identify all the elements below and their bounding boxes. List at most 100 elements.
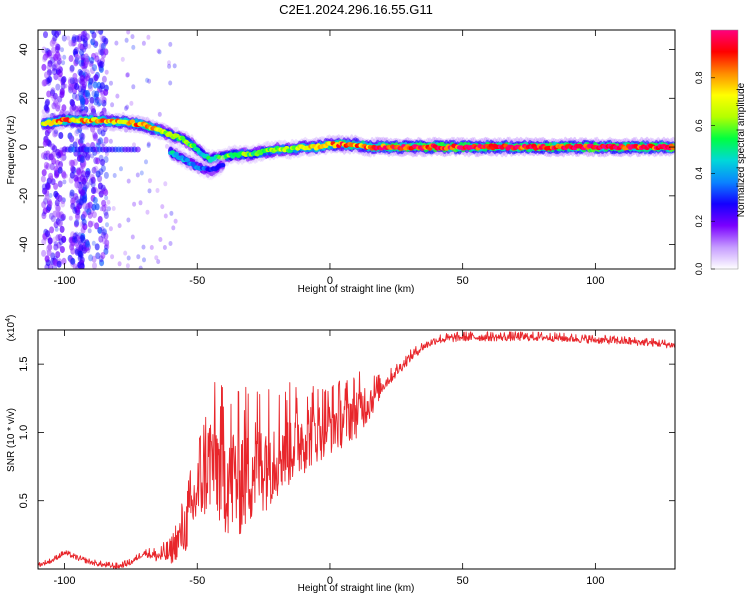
spectrogram-noise-blob <box>70 231 76 239</box>
snr-x-tick-label: 100 <box>586 575 604 587</box>
spectrogram-noise-blob <box>53 99 58 107</box>
spectrogram-noise-blob <box>168 241 173 246</box>
spectrogram-noise-blob <box>92 81 98 89</box>
spectrogram-noise-blob <box>88 178 94 186</box>
spectrogram-noise-blob <box>123 250 128 256</box>
spectrogram-noise-blob <box>41 79 47 87</box>
spectrogram-noise-blob <box>96 81 102 89</box>
spectrogram-noise-blob <box>46 249 52 257</box>
spectrogram-ridge <box>174 133 180 138</box>
spectrogram-noise-blob <box>74 211 80 219</box>
spectrogram-noise-blob <box>100 252 106 259</box>
spectrogram-noise-blob <box>79 136 85 144</box>
spectrogram-noise-blob <box>55 62 61 70</box>
spectrogram-noise-blob <box>86 208 92 216</box>
spectrogram-noise-blob <box>100 184 106 192</box>
spectrogram-noise-blob <box>99 206 104 212</box>
spectrogram-noise-blob <box>71 235 77 243</box>
spectrogram-noise-blob <box>68 76 73 84</box>
spectrogram-noise-blob <box>80 88 86 96</box>
spectrogram-noise-blob <box>73 193 79 200</box>
spectrogram-noise-blob <box>99 259 105 267</box>
spectrogram-noise-blob <box>130 234 135 240</box>
spectrogram-noise-blob <box>103 171 109 179</box>
colorbar-tick-label: 0.4 <box>694 167 704 180</box>
spectrogram-noise-blob <box>106 199 111 205</box>
spectrogram-noise-blob <box>72 206 78 214</box>
spectrogram-noise-blob <box>60 197 66 205</box>
spectrogram-frame <box>37 29 676 270</box>
spectrogram-noise-blob <box>70 83 76 91</box>
snr-x-tick-label: 50 <box>457 575 469 587</box>
spectrogram-noise-blob <box>60 47 64 53</box>
spectrogram-noise-blob <box>69 191 75 199</box>
snr-y-ticks: 0.5 1.0 1.5 <box>18 356 675 508</box>
spectrogram-noise-blob <box>103 88 109 96</box>
spectrogram-noise-blob <box>93 132 98 140</box>
spectrogram-noise-blob <box>99 33 104 39</box>
spectrogram-noise-blob <box>72 72 78 80</box>
spectrogram-noise-blob <box>109 80 113 86</box>
spectrogram-noise-blob <box>157 111 162 117</box>
spectrogram-noise-blob <box>41 183 47 191</box>
spectrogram-noise-blob <box>157 49 162 55</box>
spectrogram-noise-blob <box>55 102 61 110</box>
spectrogram-panel: -100 -50 0 50 100 -40 -20 0 20 40 Height of stra… <box>6 29 676 295</box>
spectrogram-noise-blob <box>71 34 77 42</box>
spectrogram-noise-blob <box>61 171 67 179</box>
spectrogram-noise-blob <box>91 240 96 246</box>
spectrogram-noise-blob <box>75 213 81 221</box>
spectrogram-noise-blob <box>74 83 80 90</box>
spectrogram-x-tick-label: 50 <box>457 275 469 287</box>
spectrogram-noise-blob <box>49 50 54 56</box>
spectrogram-noise-blob <box>173 218 178 224</box>
spectrogram-noise-blob <box>146 143 151 148</box>
spectrogram-noise-blob <box>154 255 159 261</box>
spectrogram-noise-blob <box>43 135 49 143</box>
spectrogram-noise-blob <box>171 225 176 231</box>
spectrogram-noise-blob <box>60 76 66 84</box>
spectrogram-noise-blob <box>77 42 83 50</box>
spectrogram-noise-blob <box>124 37 129 43</box>
spectrogram-x-tick-label: -50 <box>189 275 205 287</box>
spectrogram-noise-blob <box>156 48 161 54</box>
spectrogram-noise-blob <box>92 131 97 139</box>
spectrogram-noise-blob <box>110 254 115 260</box>
spectrogram-noise-blob <box>44 71 49 79</box>
spectrogram-noise-blob <box>78 54 83 60</box>
spectrogram-noise-blob <box>84 33 90 41</box>
spectrogram-noise-blob <box>138 265 143 269</box>
spectrogram-noise-blob <box>92 262 97 269</box>
spectrogram-noise-blob <box>94 41 99 47</box>
spectrogram-noise-blob <box>103 156 109 163</box>
spectrogram-noise-blob <box>163 213 168 219</box>
spectrogram-noise-blob <box>74 195 80 203</box>
spectrogram-noise-blob <box>142 257 146 263</box>
spectrogram-noise-blob <box>86 73 91 79</box>
spectrogram-noise-blob <box>41 212 47 220</box>
spectrogram-noise-blob <box>125 72 130 78</box>
spectrogram-noise-blob <box>70 203 75 208</box>
spectrogram-noise-blob <box>57 220 63 228</box>
spectrogram-noise-blob <box>74 231 79 237</box>
spectrogram-noise-blob <box>47 237 53 245</box>
spectrogram-noise-blob <box>78 138 84 146</box>
spectrogram-noise-blob <box>43 161 49 169</box>
spectrogram-noise-blob <box>51 37 57 45</box>
spectrogram-noise-blob <box>61 257 67 265</box>
spectrogram-noise-blob <box>69 64 75 72</box>
spectrogram-noise-blob <box>75 183 81 191</box>
snr-scale-exponent: 4 <box>5 318 12 322</box>
spectrogram-noise-blob <box>55 206 61 214</box>
spectrogram-noise-blob <box>54 199 60 207</box>
spectrogram-x-tick-label: -100 <box>54 275 76 287</box>
spectrogram-ridge <box>191 143 197 148</box>
spectrogram-noise-blob <box>168 41 173 47</box>
spectrogram-noise-blob <box>90 67 95 74</box>
spectrogram-noise-blob <box>168 80 173 86</box>
spectrogram-noise-blob <box>56 151 62 159</box>
spectrogram-noise-blob <box>81 211 87 219</box>
snr-x-ticks: -100 -50 0 50 100 <box>54 330 605 587</box>
spectrogram-noise-blob <box>71 39 77 47</box>
spectrogram-noise-blob <box>120 56 125 62</box>
